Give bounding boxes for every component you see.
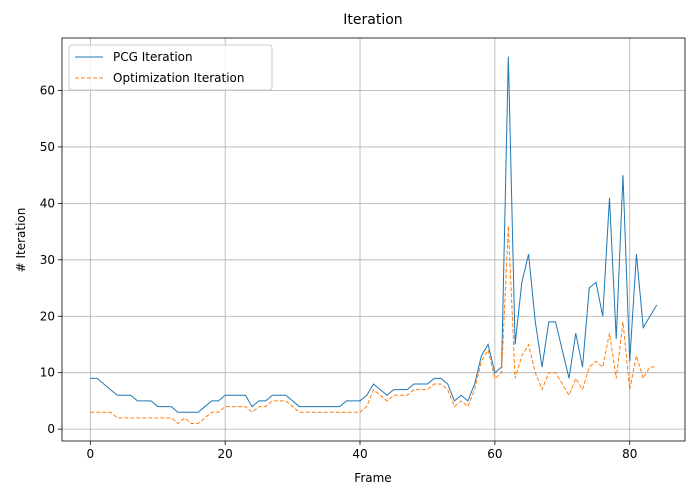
y-tick-label: 50 xyxy=(40,140,55,154)
x-tick-label: 60 xyxy=(487,447,502,461)
y-axis-label: # Iteration xyxy=(14,208,28,273)
x-tick-label: 0 xyxy=(86,447,94,461)
y-tick-label: 0 xyxy=(47,422,55,436)
plot-frame xyxy=(61,37,686,442)
y-tick-label: 60 xyxy=(40,83,55,97)
line xyxy=(90,56,658,413)
y-tick-label: 10 xyxy=(40,366,55,380)
y-tick-label: 40 xyxy=(40,196,55,210)
legend-label: Optimization Iteration xyxy=(113,71,244,85)
chart-title: Iteration xyxy=(343,12,402,28)
x-axis-label: Frame xyxy=(354,471,391,485)
x-tick-label: 80 xyxy=(622,447,637,461)
legend-box xyxy=(68,44,273,91)
x-tick-label: 20 xyxy=(218,447,233,461)
line xyxy=(90,225,657,425)
legend-label: PCG Iteration xyxy=(113,50,193,64)
y-tick-label: 20 xyxy=(40,309,55,323)
y-tick-label: 30 xyxy=(40,253,55,267)
x-tick-label: 40 xyxy=(352,447,367,461)
